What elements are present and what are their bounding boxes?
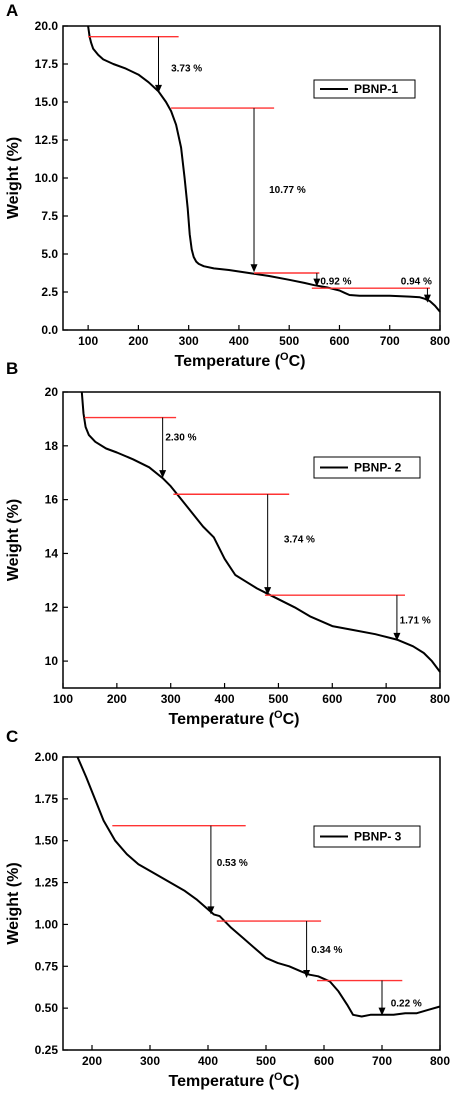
panel-b-y-axis-label: Weight (%) [5,499,22,581]
panel-a-x-axis-label: Temperature (OC) [175,351,306,370]
panel-a-x-tick-label: 700 [380,334,400,348]
panel-c-step-label: 0.53 % [217,858,248,869]
panel-a-x-tick-label: 100 [78,334,98,348]
panel-b-x-tick-label: 600 [322,692,342,706]
panel-c-step-label: 0.22 % [391,998,422,1009]
panel-c-step-arrow-head [303,970,311,979]
panel-b-y-tick-label: 20 [45,385,59,399]
panel-c-step-arrow-head [207,906,215,915]
panel-c-x-tick-label: 800 [430,1054,450,1068]
panel-b-y-tick-label: 12 [45,600,59,614]
panel-b-step-arrow-head [264,587,272,596]
panel-b-step-label: 2.30 % [165,432,196,443]
panel-a-step-arrow-head [155,84,163,93]
panel-b-y-tick-label: 14 [45,546,59,560]
panel-a-step-label: 0.94 % [401,276,432,287]
panel-a-y-tick-label: 20.0 [35,19,59,33]
panel-a-y-tick-label: 15.0 [35,95,59,109]
panel-b-y-tick-label: 16 [45,493,59,507]
panel-c-step-arrow-head [378,1007,386,1016]
panel-c-y-tick-label: 1.00 [35,917,59,931]
panel-a-x-tick-label: 600 [329,334,349,348]
panel-c-y-tick-label: 0.25 [35,1043,59,1057]
panel-b-x-tick-label: 200 [107,692,127,706]
panel-a-x-tick-label: 400 [229,334,249,348]
panel-c-y-tick-label: 1.25 [35,876,59,890]
panel-a-y-tick-label: 2.5 [41,285,58,299]
panel-b-x-tick-label: 100 [53,692,73,706]
panel-c-y-tick-label: 1.75 [35,792,59,806]
panel-b-legend-entry: PBNP- 2 [354,461,402,475]
panel-a-x-tick-label: 200 [128,334,148,348]
panel-a-step-arrow-head [250,264,258,273]
panel-a-legend-box [313,79,416,99]
panel-b-label: B [6,359,18,378]
panel-a-x-tick-label: 800 [430,334,450,348]
panel-a-series-line [87,25,441,313]
panel-b-x-tick-label: 800 [430,692,450,706]
panel-a-label: A [6,1,18,20]
panel-a-y-tick-label: 5.0 [41,247,58,261]
panel-a-x-tick-label: 500 [279,334,299,348]
panel-c-step-label: 0.34 % [311,945,342,956]
panel-b-legend-box [313,456,421,479]
panel-a-legend-entry: PBNP-1 [354,82,398,96]
panel-c-y-axis-label: Weight (%) [5,862,22,944]
panel-a-y-axis-label: Weight (%) [5,137,22,219]
panel-a-y-tick-label: 0.0 [41,323,58,337]
panel-b-plot-frame [62,391,441,689]
panel-b-y-tick-label: 10 [45,654,59,668]
panel-b-x-tick-label: 500 [268,692,288,706]
panel-b-step-label: 1.71 % [400,615,431,626]
panel-a-step-label: 10.77 % [269,185,306,196]
panel-b-x-tick-label: 700 [376,692,396,706]
panel-a-y-tick-label: 12.5 [35,133,59,147]
panel-a-step-arrow-head [423,294,431,303]
panel-a-x-tick-label: 300 [179,334,199,348]
panel-c-x-tick-label: 400 [198,1054,218,1068]
panel-c-label: C [6,727,18,746]
panel-a-y-tick-label: 7.5 [41,209,58,223]
panel-b-step-arrow-head [159,470,167,479]
panel-c-legend-box [313,825,421,848]
panel-a-y-tick-label: 10.0 [35,171,59,185]
panel-c-x-tick-label: 200 [82,1054,102,1068]
panel-b-y-tick-label: 18 [45,439,59,453]
panel-a-step-arrow-head [313,278,321,287]
panel-a-y-tick-label: 17.5 [35,57,59,71]
panel-b-step-label: 3.74 % [284,535,315,546]
panel-b-series-line [80,391,441,673]
panel-c-series-line [76,756,441,1018]
panel-c-y-tick-label: 2.00 [35,750,59,764]
panel-b-x-tick-label: 300 [161,692,181,706]
panel-c-x-tick-label: 500 [256,1054,276,1068]
panel-b-x-tick-label: 400 [215,692,235,706]
panel-c-x-tick-label: 700 [372,1054,392,1068]
panel-c-plot-frame [62,756,441,1051]
panel-b-step-arrow-head [393,632,401,641]
panel-c-x-tick-label: 600 [314,1054,334,1068]
panel-c-y-tick-label: 1.50 [35,834,59,848]
panel-c-y-tick-label: 0.50 [35,1001,59,1015]
panel-a-plot-frame [62,25,441,331]
panel-c-y-tick-label: 0.75 [35,959,59,973]
panel-a-step-label: 3.73 % [171,64,202,75]
panel-c-x-tick-label: 300 [140,1054,160,1068]
panel-a-step-label: 0.92 % [320,276,351,287]
panel-c-legend-entry: PBNP- 3 [354,830,402,844]
panel-c-x-axis-label: Temperature (OC) [169,1071,300,1090]
panel-b-x-axis-label: Temperature (OC) [169,709,300,728]
